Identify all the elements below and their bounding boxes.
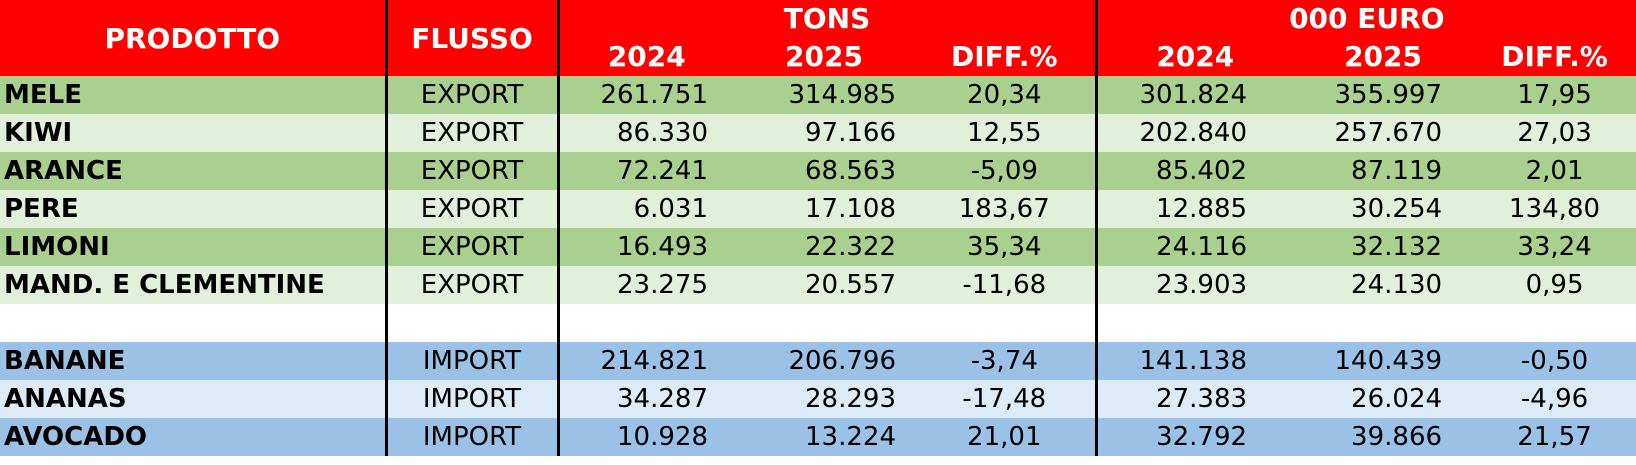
table-row: BANANE IMPORT 214.821 206.796 -3,74 141.… [0,342,1636,380]
cell-prodotto: MAND. E CLEMENTINE [0,266,386,304]
table-row: LIMONI EXPORT 16.493 22.322 35,34 24.116… [0,228,1636,266]
cell-tons-2024: 16.493 [556,228,734,266]
cell-flusso: EXPORT [384,76,558,114]
cell-tons-diff: -17,48 [914,380,1097,418]
cell-euro-2025: 355.997 [1293,76,1474,114]
cell-flusso: IMPORT [384,380,558,418]
cell-euro-diff: 17,95 [1473,76,1636,114]
cell-prodotto: LIMONI [0,228,386,266]
cell-flusso: EXPORT [384,266,558,304]
cell-tons-2025: 22.322 [734,228,914,266]
cell-euro-2024: 32.792 [1094,418,1294,456]
cell-euro-2025: 140.439 [1293,342,1474,380]
cell-euro-2025: 30.254 [1293,190,1474,228]
cell-euro-2024: 202.840 [1094,114,1294,152]
cell-tons-2025: 68.563 [734,152,914,190]
cell-tons-2025: 314.985 [734,76,914,114]
cell-euro-2025: 26.024 [1293,380,1474,418]
cell-euro-2024: 24.116 [1094,228,1294,266]
spacer-row [0,304,1636,342]
cell-tons-2024: 6.031 [556,190,734,228]
cell-euro-2025: 39.866 [1293,418,1474,456]
header-euro-diff: DIFF.% [1473,36,1636,76]
cell-euro-2024: 85.402 [1094,152,1294,190]
header-euro-2025: 2025 [1293,36,1474,76]
cell-prodotto: KIWI [0,114,386,152]
cell-tons-2024: 72.241 [556,152,734,190]
header-prodotto: PRODOTTO [0,0,386,76]
cell-prodotto: PERE [0,190,386,228]
cell-flusso: EXPORT [384,190,558,228]
cell-euro-diff: 134,80 [1473,190,1636,228]
table-row: MELE EXPORT 261.751 314.985 20,34 301.82… [0,76,1636,114]
cell-flusso: EXPORT [384,114,558,152]
cell-tons-2025: 97.166 [734,114,914,152]
header-tons-2024: 2024 [556,36,734,76]
cell-tons-diff: 21,01 [914,418,1097,456]
cell-tons-diff: -3,74 [914,342,1097,380]
cell-prodotto: AVOCADO [0,418,386,456]
cell-tons-2024: 34.287 [556,380,734,418]
cell-tons-diff: 20,34 [914,76,1097,114]
cell-euro-diff: 21,57 [1473,418,1636,456]
table-row: ARANCE EXPORT 72.241 68.563 -5,09 85.402… [0,152,1636,190]
cell-tons-2024: 10.928 [556,418,734,456]
cell-tons-2025: 20.557 [734,266,914,304]
cell-euro-2025: 257.670 [1293,114,1474,152]
cell-flusso: IMPORT [384,418,558,456]
cell-prodotto: ANANAS [0,380,386,418]
header-euro-2024: 2024 [1094,36,1294,76]
cell-euro-2024: 27.383 [1094,380,1294,418]
header-tons: TONS [556,0,1097,36]
cell-tons-diff: 12,55 [914,114,1097,152]
cell-euro-2024: 301.824 [1094,76,1294,114]
cell-tons-2024: 261.751 [556,76,734,114]
cell-tons-2024: 214.821 [556,342,734,380]
table-row: AVOCADO IMPORT 10.928 13.224 21,01 32.79… [0,418,1636,456]
cell-euro-2025: 87.119 [1293,152,1474,190]
cell-flusso: EXPORT [384,152,558,190]
header-tons-diff: DIFF.% [914,36,1097,76]
cell-tons-2025: 206.796 [734,342,914,380]
table-row: MAND. E CLEMENTINE EXPORT 23.275 20.557 … [0,266,1636,304]
header-euro: 000 EURO [1094,0,1636,36]
table-row: ANANAS IMPORT 34.287 28.293 -17,48 27.38… [0,380,1636,418]
table-row: KIWI EXPORT 86.330 97.166 12,55 202.840 … [0,114,1636,152]
cell-euro-2024: 23.903 [1094,266,1294,304]
cell-flusso: IMPORT [384,342,558,380]
cell-tons-2025: 28.293 [734,380,914,418]
cell-tons-2025: 13.224 [734,418,914,456]
cell-euro-diff: 0,95 [1473,266,1636,304]
cell-euro-diff: 33,24 [1473,228,1636,266]
cell-tons-2024: 23.275 [556,266,734,304]
cell-euro-diff: -0,50 [1473,342,1636,380]
cell-flusso: EXPORT [384,228,558,266]
cell-euro-2024: 12.885 [1094,190,1294,228]
header-flusso: FLUSSO [384,0,558,76]
cell-euro-diff: -4,96 [1473,380,1636,418]
cell-euro-2025: 24.130 [1293,266,1474,304]
cell-prodotto: MELE [0,76,386,114]
cell-euro-diff: 2,01 [1473,152,1636,190]
cell-tons-2025: 17.108 [734,190,914,228]
cell-euro-diff: 27,03 [1473,114,1636,152]
cell-prodotto: ARANCE [0,152,386,190]
cell-prodotto: BANANE [0,342,386,380]
cell-tons-diff: -11,68 [914,266,1097,304]
cell-euro-2024: 141.138 [1094,342,1294,380]
cell-tons-diff: 183,67 [914,190,1097,228]
header-tons-2025: 2025 [734,36,914,76]
cell-euro-2025: 32.132 [1293,228,1474,266]
cell-tons-2024: 86.330 [556,114,734,152]
cell-tons-diff: 35,34 [914,228,1097,266]
cell-tons-diff: -5,09 [914,152,1097,190]
table-row: PERE EXPORT 6.031 17.108 183,67 12.885 3… [0,190,1636,228]
